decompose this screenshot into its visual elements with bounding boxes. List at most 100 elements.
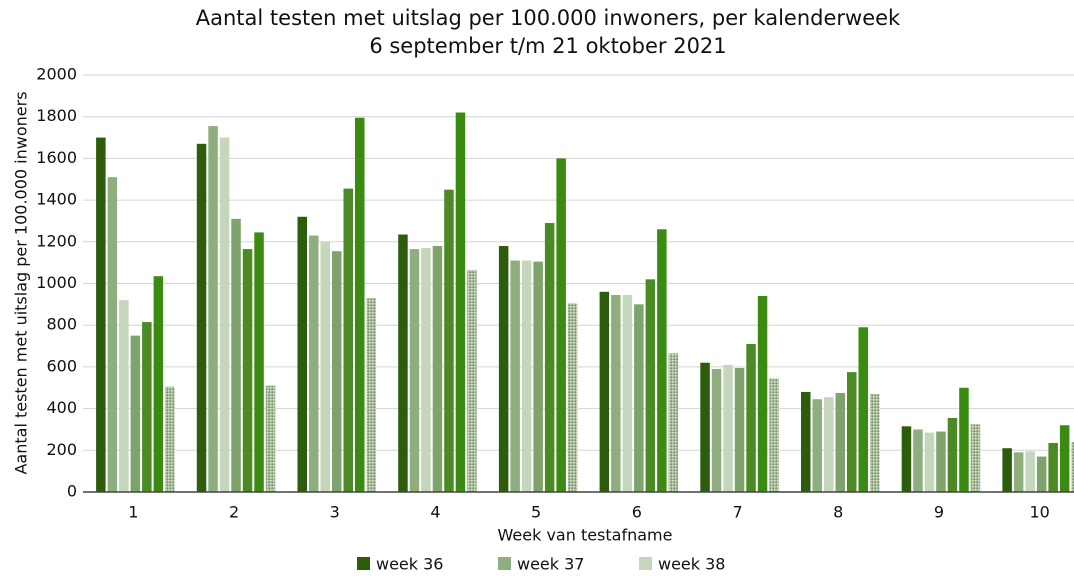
legend-swatch bbox=[498, 557, 511, 570]
legend-label: week 36 bbox=[376, 555, 443, 574]
bar bbox=[634, 304, 644, 492]
bar bbox=[824, 397, 834, 492]
bar bbox=[242, 249, 253, 492]
y-tick-label: 2000 bbox=[36, 65, 77, 84]
bar bbox=[142, 322, 152, 492]
bar bbox=[599, 291, 610, 492]
legend-swatch bbox=[357, 557, 370, 570]
bar bbox=[723, 364, 733, 492]
chart-subtitle: 6 september t/m 21 oktober 2021 bbox=[369, 34, 726, 58]
bar bbox=[208, 126, 218, 493]
bar bbox=[521, 260, 532, 492]
bar bbox=[196, 143, 207, 492]
bar bbox=[533, 261, 543, 492]
bar bbox=[711, 368, 722, 492]
bar bbox=[847, 372, 857, 492]
bar bbox=[1025, 451, 1035, 492]
bar bbox=[467, 269, 477, 492]
bar bbox=[409, 249, 420, 492]
bar bbox=[812, 399, 822, 492]
x-tick-label: 4 bbox=[430, 503, 440, 522]
bar bbox=[544, 223, 555, 492]
bar bbox=[421, 248, 431, 492]
x-tick-label: 1 bbox=[128, 503, 138, 522]
y-tick-label: 1800 bbox=[36, 106, 77, 125]
bar bbox=[455, 112, 466, 492]
bar bbox=[432, 245, 443, 492]
bar bbox=[901, 426, 912, 492]
bar bbox=[622, 294, 633, 492]
bar bbox=[924, 432, 935, 492]
bar bbox=[746, 343, 756, 492]
bar bbox=[355, 117, 365, 493]
x-tick-label: 7 bbox=[732, 503, 742, 522]
bar bbox=[96, 137, 106, 493]
x-axis-label: Week van testafname bbox=[498, 526, 673, 545]
bar bbox=[556, 158, 566, 492]
bar bbox=[165, 386, 175, 492]
bar bbox=[700, 362, 710, 492]
bar bbox=[510, 260, 520, 492]
bar bbox=[254, 232, 264, 493]
y-tick-label: 1600 bbox=[36, 148, 77, 167]
bar bbox=[297, 216, 307, 492]
y-tick-label: 0 bbox=[67, 482, 77, 501]
bar bbox=[1071, 441, 1074, 492]
bar bbox=[498, 245, 509, 492]
bar bbox=[913, 429, 923, 492]
y-tick-label: 400 bbox=[46, 398, 77, 417]
bar bbox=[1002, 448, 1012, 492]
y-tick-label: 600 bbox=[46, 356, 77, 375]
bar bbox=[219, 137, 230, 493]
bar bbox=[959, 387, 969, 492]
bar bbox=[265, 385, 276, 492]
bar bbox=[1048, 443, 1058, 492]
bar bbox=[1036, 456, 1047, 492]
bar bbox=[332, 251, 342, 492]
bar bbox=[231, 218, 241, 493]
bar bbox=[107, 177, 118, 493]
y-axis-label: Aantal testen met uitslag per 100.000 in… bbox=[12, 91, 31, 474]
bar bbox=[835, 392, 845, 492]
legend-label: week 38 bbox=[658, 555, 725, 574]
x-tick-label: 6 bbox=[632, 503, 642, 522]
bar bbox=[611, 294, 621, 492]
bar bbox=[936, 431, 946, 492]
chart-title: Aantal testen met uitslag per 100.000 in… bbox=[196, 6, 901, 30]
y-tick-label: 200 bbox=[46, 440, 77, 459]
bar bbox=[668, 353, 679, 492]
y-tick-label: 800 bbox=[46, 315, 77, 334]
bar bbox=[320, 241, 330, 492]
x-tick-label: 10 bbox=[1029, 503, 1049, 522]
x-tick-label: 9 bbox=[934, 503, 944, 522]
y-tick-label: 1400 bbox=[36, 190, 77, 209]
bar bbox=[870, 394, 880, 492]
bar bbox=[1059, 425, 1070, 492]
bar bbox=[343, 188, 353, 492]
bar bbox=[858, 327, 868, 492]
bar bbox=[757, 296, 768, 492]
bar bbox=[398, 234, 408, 492]
x-tick-label: 3 bbox=[330, 503, 340, 522]
bar bbox=[769, 378, 779, 492]
bar bbox=[366, 298, 376, 492]
x-tick-label: 5 bbox=[531, 503, 541, 522]
bar bbox=[970, 424, 981, 492]
x-tick-label: 8 bbox=[833, 503, 843, 522]
x-tick-label: 2 bbox=[229, 503, 239, 522]
bar bbox=[153, 276, 164, 492]
y-tick-label: 1000 bbox=[36, 273, 77, 292]
bar bbox=[309, 235, 319, 493]
bar bbox=[1013, 452, 1024, 492]
legend-swatch bbox=[639, 557, 652, 570]
y-tick-label: 1200 bbox=[36, 231, 77, 250]
bar bbox=[119, 300, 129, 492]
bar bbox=[444, 189, 454, 493]
bar bbox=[130, 335, 141, 492]
bar bbox=[734, 367, 745, 492]
bar bbox=[801, 391, 811, 492]
bar bbox=[947, 417, 958, 492]
bar bbox=[657, 229, 667, 493]
legend-label: week 37 bbox=[517, 555, 584, 574]
